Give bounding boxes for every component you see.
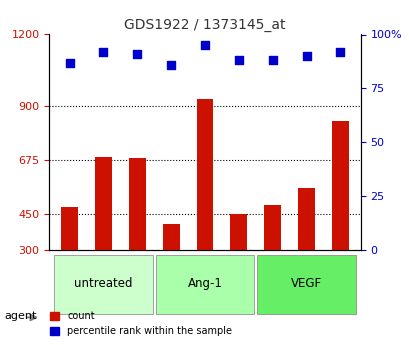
- Text: Ang-1: Ang-1: [187, 277, 222, 290]
- Bar: [331, 121, 348, 250]
- Legend: count, percentile rank within the sample: count, percentile rank within the sample: [46, 307, 236, 340]
- Bar: [95, 157, 112, 250]
- Bar: [297, 188, 314, 250]
- FancyBboxPatch shape: [54, 255, 152, 314]
- Point: [269, 58, 275, 63]
- Point: [167, 62, 174, 67]
- Title: GDS1922 / 1373145_at: GDS1922 / 1373145_at: [124, 18, 285, 32]
- Point: [201, 42, 208, 48]
- Point: [235, 58, 242, 63]
- Text: untreated: untreated: [74, 277, 133, 290]
- Point: [303, 53, 309, 59]
- Bar: [264, 205, 281, 250]
- Point: [134, 51, 140, 57]
- Text: VEGF: VEGF: [290, 277, 321, 290]
- Bar: [61, 207, 78, 250]
- Bar: [230, 214, 247, 250]
- Point: [336, 49, 343, 55]
- Point: [100, 49, 106, 55]
- Bar: [162, 224, 179, 250]
- Bar: [128, 158, 145, 250]
- Bar: [196, 99, 213, 250]
- FancyBboxPatch shape: [155, 255, 254, 314]
- FancyBboxPatch shape: [257, 255, 355, 314]
- Point: [66, 60, 73, 65]
- Text: agent: agent: [4, 311, 36, 321]
